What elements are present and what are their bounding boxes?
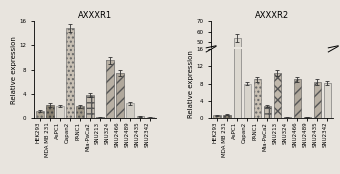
Bar [234, 38, 241, 97]
Bar [223, 96, 231, 97]
Bar [126, 103, 134, 118]
Bar [254, 87, 261, 97]
Bar [97, 117, 104, 118]
Bar [117, 73, 124, 118]
Y-axis label: Relative expression: Relative expression [188, 50, 194, 118]
Bar [136, 117, 144, 118]
Bar [274, 85, 281, 97]
Bar [214, 96, 221, 97]
Title: AXXXR1: AXXXR1 [78, 11, 112, 20]
Bar [284, 96, 291, 97]
Bar [86, 95, 94, 118]
Bar [304, 117, 311, 118]
Bar [106, 61, 114, 118]
Bar [147, 117, 154, 118]
Y-axis label: Relative expression: Relative expression [11, 36, 17, 104]
Bar [264, 106, 271, 118]
Bar [243, 88, 251, 97]
Bar [243, 84, 251, 118]
Bar [234, 0, 241, 118]
Title: AXXXR2: AXXXR2 [255, 11, 289, 20]
Bar [274, 73, 281, 118]
Bar [223, 115, 231, 118]
Bar [293, 79, 301, 118]
Bar [304, 96, 311, 97]
Bar [47, 105, 54, 118]
Bar [324, 83, 331, 118]
Bar [293, 87, 301, 97]
Bar [254, 79, 261, 118]
Bar [36, 111, 44, 118]
Bar [284, 117, 291, 118]
Bar [56, 106, 64, 118]
Bar [313, 82, 321, 118]
Bar [264, 93, 271, 97]
Bar [66, 28, 74, 118]
Bar [324, 88, 331, 97]
Bar [76, 106, 84, 118]
Bar [313, 87, 321, 97]
Bar [214, 115, 221, 118]
